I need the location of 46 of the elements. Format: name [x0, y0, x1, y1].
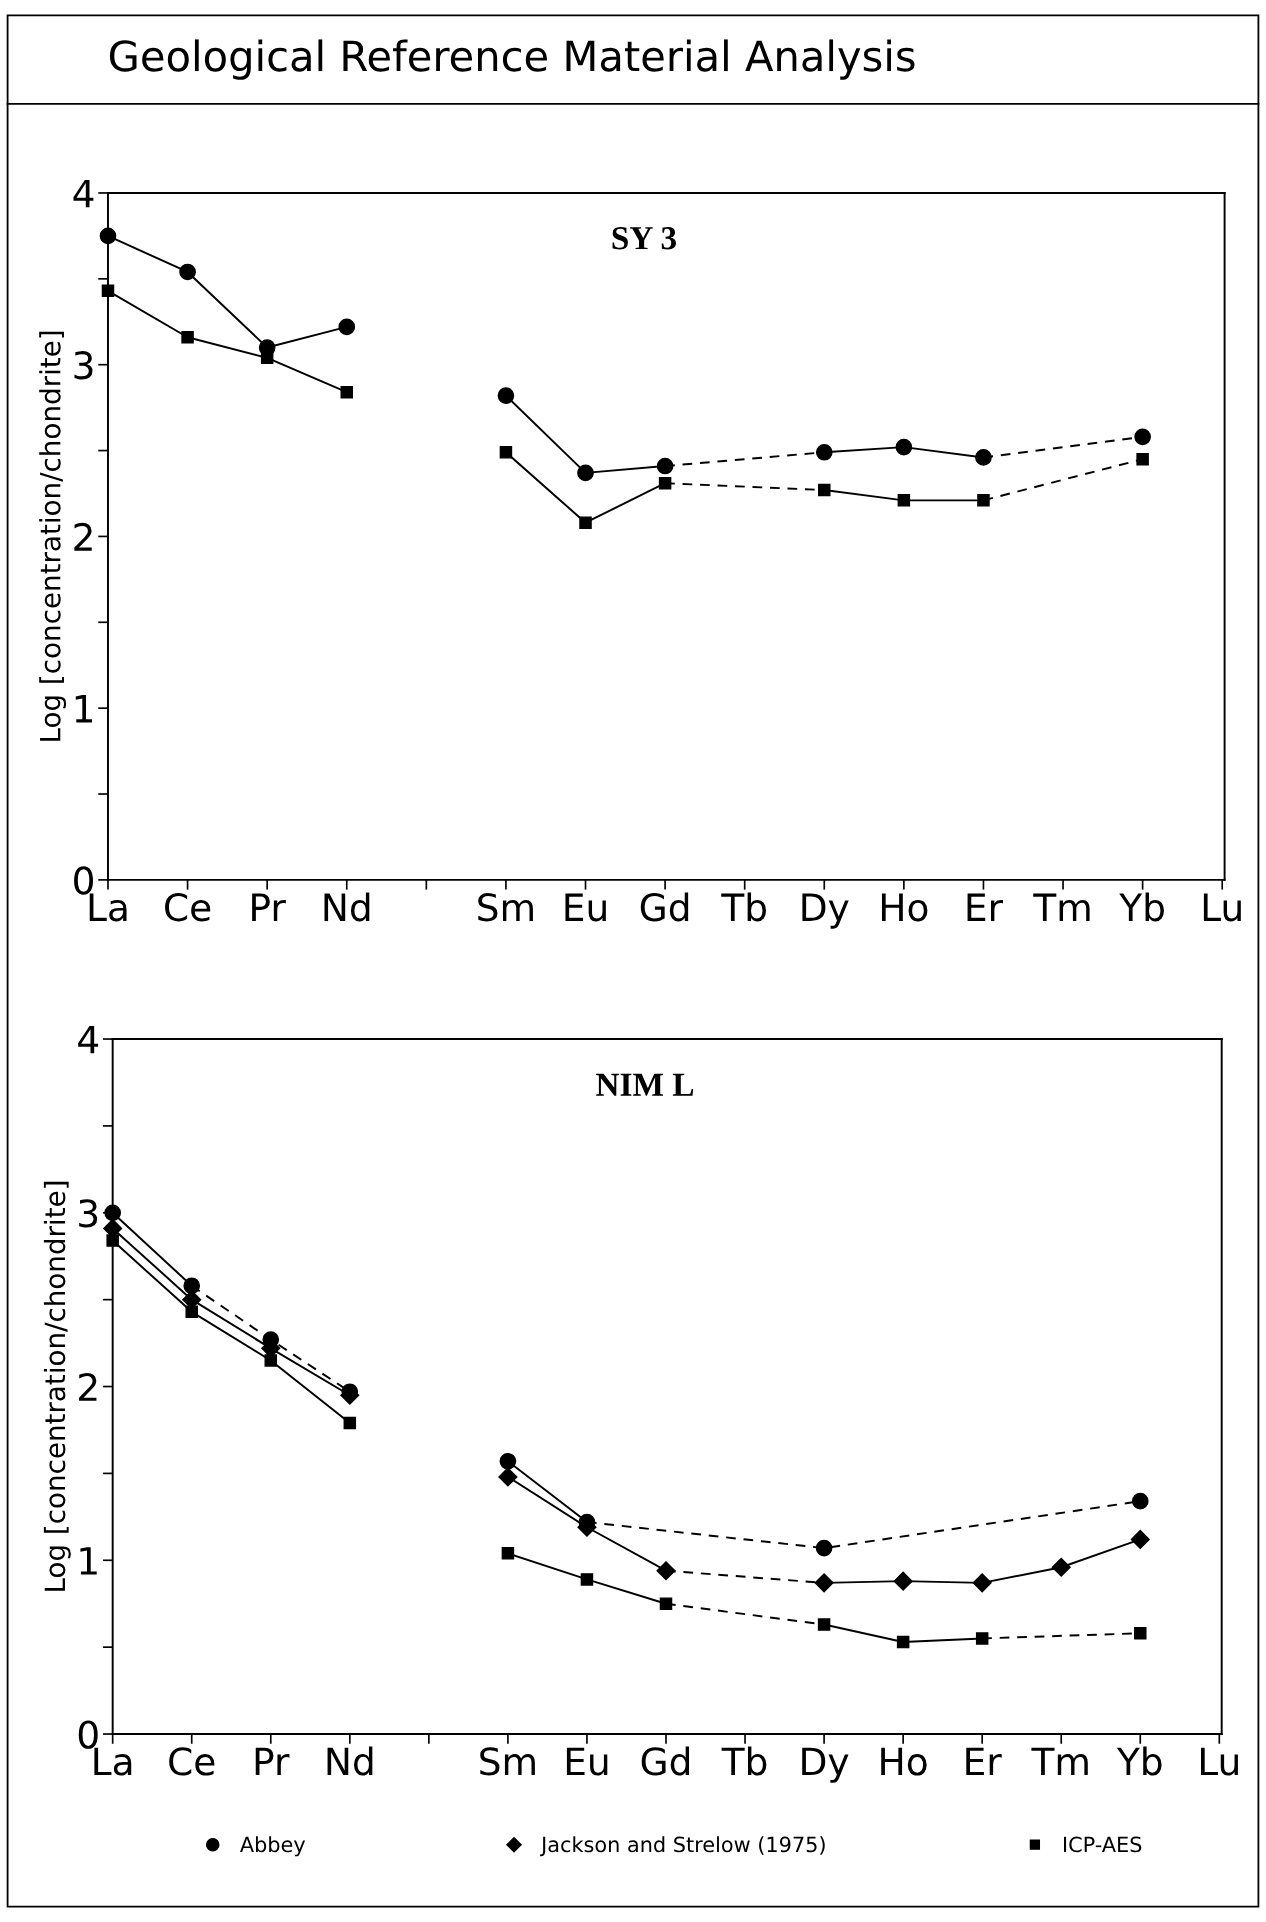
legend-label: Jackson and Strelow (1975): [540, 1836, 825, 1857]
x-tick-label: Lu: [1203, 893, 1241, 922]
x-tick-label: Sm: [478, 893, 533, 922]
x-tick-label: Ho: [881, 893, 928, 922]
x-tick-label: Nd: [324, 892, 370, 922]
y-tick-label: 1: [80, 1547, 97, 1575]
x-tick-label: La: [89, 893, 127, 922]
x-tick-label: Gd: [640, 892, 689, 922]
x-tick-label: La: [94, 1747, 132, 1776]
x-tick-label: Eu: [565, 893, 606, 922]
x-tick-label: Er: [966, 1747, 1002, 1776]
y-tick-label: 4: [78, 1025, 99, 1054]
legend-label: Abbey: [240, 1836, 306, 1857]
x-tick-label: Tm: [1031, 1747, 1088, 1776]
x-tick-label: Pr: [252, 893, 286, 921]
y-axis-title: Log [concentration/chondrite]: [43, 1181, 71, 1591]
x-tick-label: Tb: [721, 892, 766, 922]
x-tick-label: Gd: [641, 1746, 690, 1776]
y-tick-label: 3: [79, 1199, 98, 1228]
y-axis-title: Log [concentration/chondrite]: [39, 331, 67, 741]
x-tick-label: Tm: [1033, 893, 1090, 921]
x-tick-label: Er: [967, 893, 1004, 921]
x-tick-label: Nd: [327, 1746, 373, 1776]
x-tick-label: Dy: [802, 893, 849, 929]
y-tick-label: 2: [79, 1372, 97, 1401]
x-tick-label: Ho: [881, 1747, 927, 1776]
y-tick-label: 0: [78, 1720, 98, 1749]
text: SY 3: [612, 227, 676, 250]
x-tick-label: Yb: [1119, 892, 1164, 922]
y-tick-label: 1: [75, 695, 93, 723]
x-tick-label: Ce: [169, 1747, 215, 1776]
y-tick-label: 2: [74, 522, 92, 551]
x-tick-label: Ce: [165, 893, 211, 922]
x-tick-label: Pr: [255, 1747, 290, 1776]
legend-label: ICP-AES: [1064, 1836, 1142, 1853]
x-tick-label: Lu: [1201, 1747, 1238, 1776]
x-tick-label: Sm: [480, 1747, 535, 1776]
chart-title: Geological Reference Material Analysis: [109, 39, 915, 80]
text: NIM L: [596, 1073, 694, 1096]
x-tick-label: Tb: [721, 1746, 767, 1776]
y-tick-label: 4: [73, 179, 94, 208]
y-tick-label: 0: [74, 866, 93, 895]
x-tick-label: Eu: [566, 1747, 608, 1776]
x-tick-label: Dy: [802, 1747, 849, 1783]
y-tick-label: 3: [74, 351, 93, 380]
x-tick-label: Yb: [1116, 1746, 1162, 1776]
